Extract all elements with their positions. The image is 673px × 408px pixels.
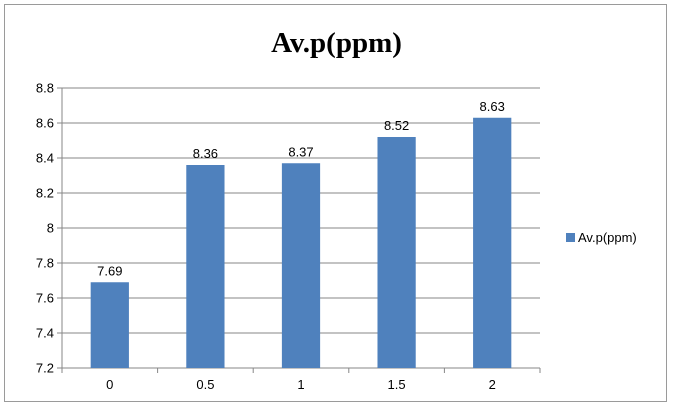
x-tick-label: 1 bbox=[297, 377, 304, 392]
y-tick-label: 8.4 bbox=[36, 151, 54, 166]
data-label: 8.36 bbox=[193, 146, 218, 161]
y-tick-label: 8.2 bbox=[36, 186, 54, 201]
y-tick-label: 8.8 bbox=[36, 81, 54, 96]
bar bbox=[186, 165, 225, 368]
legend-swatch bbox=[566, 233, 575, 242]
y-tick-label: 7.8 bbox=[36, 256, 54, 271]
bar bbox=[377, 137, 416, 368]
bar bbox=[281, 163, 321, 368]
bar bbox=[90, 282, 129, 368]
data-label: 8.37 bbox=[288, 144, 313, 159]
x-tick-label: 0 bbox=[106, 377, 113, 392]
legend-label: Av.p(ppm) bbox=[578, 230, 637, 245]
legend: Av.p(ppm) bbox=[566, 230, 637, 245]
x-tick-label: 2 bbox=[489, 377, 496, 392]
y-tick-label: 8.6 bbox=[36, 116, 54, 131]
y-tick-label: 7.2 bbox=[36, 361, 54, 376]
y-tick-label: 7.6 bbox=[36, 291, 54, 306]
y-tick-label: 8 bbox=[47, 221, 54, 236]
x-tick-label: 1.5 bbox=[388, 377, 406, 392]
bar bbox=[473, 117, 512, 368]
data-label: 8.63 bbox=[480, 99, 505, 114]
y-tick-label: 7.4 bbox=[36, 326, 54, 341]
data-label: 8.52 bbox=[384, 118, 409, 133]
data-label: 7.69 bbox=[97, 263, 122, 278]
chart-title: Av.p(ppm) bbox=[271, 27, 402, 59]
x-tick-label: 0.5 bbox=[196, 377, 214, 392]
